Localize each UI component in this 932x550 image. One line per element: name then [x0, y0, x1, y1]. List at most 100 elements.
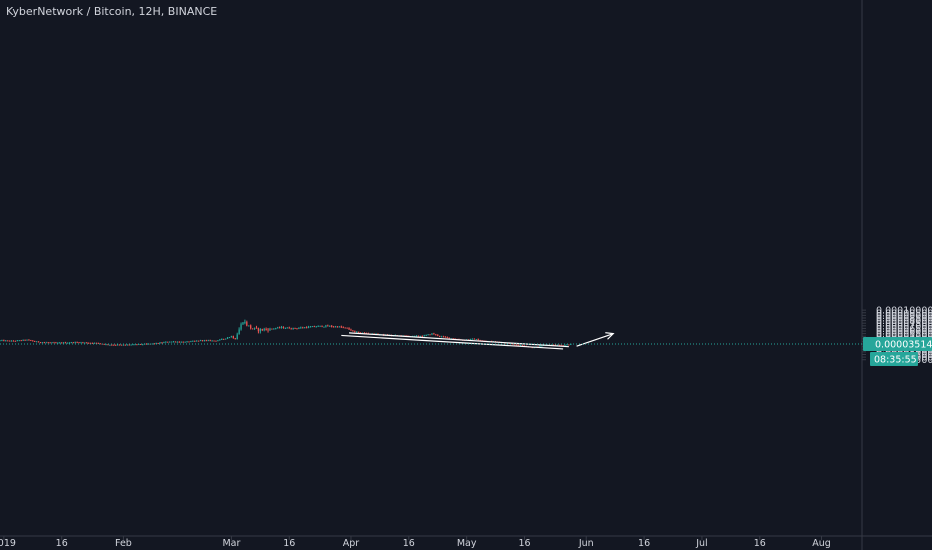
candle-body [66, 342, 69, 344]
candle-body [140, 344, 142, 346]
candle-body [475, 339, 477, 341]
candle-body [68, 342, 71, 344]
candle-body [311, 326, 314, 328]
candle-body [82, 342, 84, 344]
candle-body [263, 329, 265, 331]
candle-body [109, 344, 111, 346]
candle-body [170, 341, 173, 343]
candle-body [469, 338, 472, 340]
time-tick-label: May [457, 538, 477, 549]
candle-body [363, 332, 366, 334]
chart-title: KyberNetwork / Bitcoin, 12H, BINANCE [6, 5, 217, 18]
candle-body [439, 335, 441, 337]
candle-body [115, 344, 117, 346]
candle-body [174, 341, 177, 343]
time-tick-label: Aug [812, 538, 831, 549]
candle-body [282, 326, 285, 329]
last-price-label: 0.00003514 [875, 340, 932, 351]
candle-body [14, 340, 17, 342]
candle-body [128, 344, 130, 346]
candle-body [417, 335, 420, 337]
candle-body [39, 342, 42, 344]
candle-body [246, 321, 248, 326]
channel-line[interactable] [349, 332, 569, 348]
candle-body [294, 327, 296, 329]
candle-body [251, 328, 254, 330]
candle-body [124, 344, 127, 346]
candle-body [269, 328, 271, 331]
price-tick-label: 0.00009500 [876, 308, 932, 319]
candle-body [309, 326, 312, 328]
candle-body [12, 340, 15, 342]
candle-body [97, 342, 100, 344]
candle-body [321, 325, 323, 327]
candle-body [340, 326, 342, 328]
candle-body [427, 334, 429, 336]
candle-body [477, 339, 479, 341]
candle-body [232, 336, 234, 339]
candle-body [236, 334, 238, 340]
candle-body [41, 342, 44, 344]
candle-body [103, 343, 105, 345]
candle-body [273, 328, 275, 330]
candle-body [336, 326, 339, 328]
last-price-tag[interactable] [863, 337, 932, 351]
candle-body [59, 342, 61, 344]
candle-body [261, 328, 263, 331]
candle-body [132, 344, 134, 346]
candle-body [18, 340, 20, 342]
candle-body [440, 336, 443, 338]
candle-body [510, 343, 512, 345]
time-tick-label: 16 [403, 538, 415, 549]
candle-body [215, 340, 217, 342]
candle-body [178, 341, 180, 343]
candle-body [304, 327, 306, 329]
candle-body [255, 327, 258, 329]
time-scale[interactable]: 2019 16 Feb Mar 16 Apr 16 May 16 Jun 16 Jul 16 Aug [0, 535, 932, 549]
drawings[interactable] [341, 332, 615, 350]
candle-body [84, 342, 86, 344]
candle-body [93, 342, 96, 344]
candle-body [224, 338, 227, 340]
candle-body [265, 329, 267, 331]
candle-body [242, 322, 244, 325]
countdown-label: 08:35:55 [874, 355, 917, 366]
candle-body [521, 344, 524, 346]
time-tick-label: 2019 [0, 538, 16, 549]
candle-body [244, 321, 246, 323]
candle-body [197, 340, 200, 342]
time-tick-label: Mar [222, 538, 240, 549]
candle-body [70, 342, 73, 344]
candle-body [539, 345, 541, 347]
candle-body [257, 328, 260, 332]
candle-body [22, 339, 24, 341]
time-tick-label: 16 [283, 538, 295, 549]
candle-body [223, 338, 225, 340]
candle-body [471, 338, 474, 340]
candle-body [159, 342, 161, 344]
candle-body [78, 342, 80, 344]
candle-body [558, 344, 560, 346]
candle-body [142, 344, 144, 346]
time-tick-label: 16 [638, 538, 650, 549]
candle-body [332, 326, 335, 328]
price-tick-label: 0.00010000 [876, 306, 932, 317]
candle-body [89, 342, 92, 344]
candle-body [199, 340, 202, 342]
candle-body [203, 340, 206, 342]
candle-body [130, 344, 132, 346]
candle-body [32, 340, 34, 342]
candle-body [37, 341, 40, 343]
candle-body [99, 343, 101, 345]
channel-line[interactable] [341, 334, 564, 350]
candle-body [292, 327, 294, 329]
candle-body [250, 325, 252, 329]
candle-body [315, 326, 317, 328]
candle-body [5, 340, 7, 342]
candle-body [165, 341, 167, 343]
candle-body [138, 344, 140, 346]
candle-body [35, 341, 38, 343]
candle-body [307, 326, 310, 328]
